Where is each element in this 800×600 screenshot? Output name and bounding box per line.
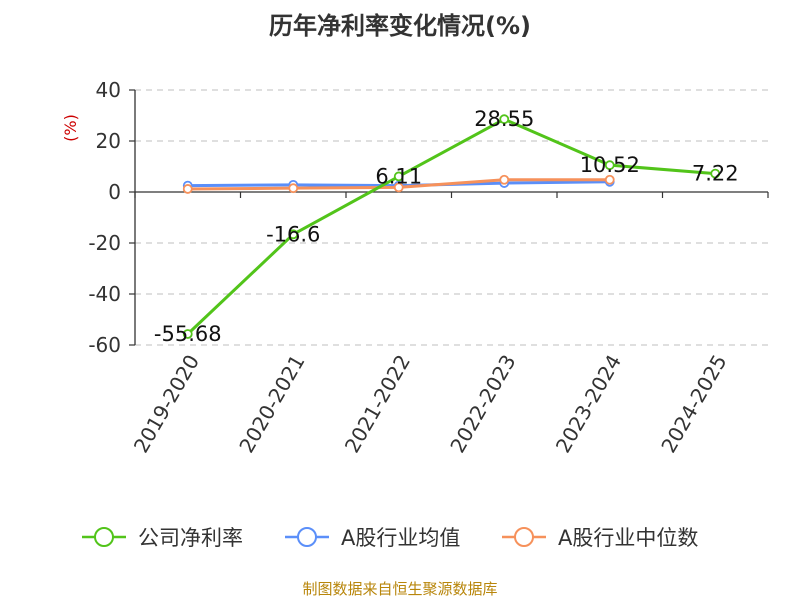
y-tick-labels: 40 20 0 -20 -40 -60: [88, 78, 121, 357]
y-axis-label: (%): [61, 114, 80, 142]
legend-item-industry-mean[interactable]: A股行业均值: [283, 520, 460, 554]
y-tick-label: -40: [88, 282, 121, 306]
x-tick-label: 2022-2023: [445, 351, 520, 457]
y-tick-label: 40: [96, 78, 121, 102]
data-point: [604, 174, 615, 185]
data-point: [393, 171, 404, 182]
legend-marker: [94, 527, 114, 547]
legend-line-icon: [82, 527, 126, 547]
data-point: [710, 168, 721, 179]
series-0: [182, 114, 721, 339]
data-label: -16.6: [266, 222, 320, 246]
data-point: [182, 184, 193, 194]
x-tick-label: 2021-2022: [340, 351, 415, 457]
x-tick-label: 2024-2025: [656, 351, 731, 457]
y-tick-label: 20: [96, 129, 121, 153]
data-point: [499, 174, 510, 185]
grid-lines: [135, 89, 768, 346]
legend-label: A股行业均值: [341, 526, 461, 550]
data-label: 28.55: [474, 107, 534, 131]
x-tick-label: 2019-2020: [129, 351, 204, 457]
series-line: [186, 117, 716, 336]
legend-line-icon: [285, 527, 329, 547]
data-label: 10.52: [580, 153, 640, 177]
data-point: [288, 229, 299, 240]
data-label: 7.22: [692, 162, 739, 186]
data-point: [604, 160, 615, 171]
legend-label: A股行业中位数: [558, 526, 699, 550]
data-point: [288, 183, 299, 194]
data-source: 制图数据来自恒生聚源数据库: [302, 580, 498, 598]
data-point: [182, 329, 193, 339]
x-tick-label: 2023-2024: [551, 351, 626, 457]
x-tick-labels: 2019-2020 2020-2021 2021-2022 2022-2023 2023…: [129, 351, 732, 457]
data-point: [499, 114, 510, 125]
y-tick-label: -60: [88, 333, 121, 357]
y-tick-label: 0: [108, 180, 121, 204]
chart-title: 历年净利率变化情况(%): [269, 12, 531, 40]
data-label: 6.11: [375, 164, 422, 188]
legend-label: 公司净利率: [138, 526, 243, 550]
x-tick-label: 2020-2021: [234, 351, 309, 457]
legend-item-company[interactable]: 公司净利率: [80, 520, 243, 554]
series-2: [182, 174, 615, 194]
data-label: -55.68: [154, 322, 222, 346]
data-point: [393, 182, 404, 193]
data-labels: -55.68 -16.6 6.11 28.55 10.52 7.22: [154, 107, 739, 346]
legend: 公司净利率 A股行业均值 A股行业中位数: [0, 520, 800, 554]
y-tick-label: -20: [88, 231, 121, 255]
legend-line-icon: [502, 527, 546, 547]
legend-marker: [514, 527, 534, 547]
series-group: [182, 114, 721, 339]
legend-item-industry-median[interactable]: A股行业中位数: [500, 520, 698, 554]
line-chart: 40 20 0 -20 -40 -60 2019-2020 2020-2021 2021-20…: [61, 78, 769, 457]
legend-marker: [297, 527, 317, 547]
axes: [129, 89, 769, 346]
